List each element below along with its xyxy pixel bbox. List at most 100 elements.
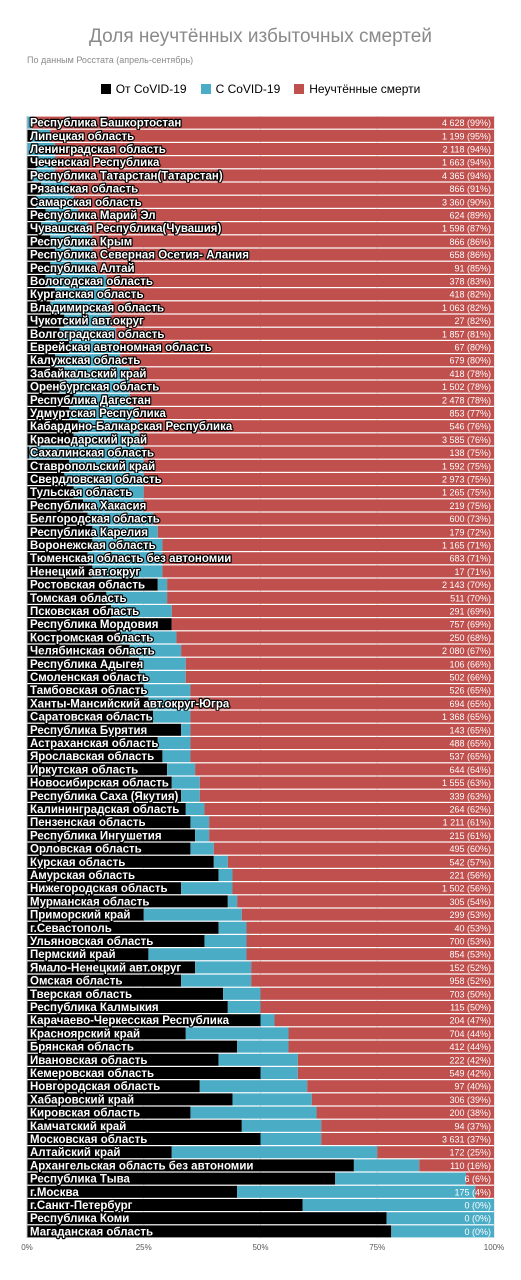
bar-with-covid [45, 209, 79, 221]
bar-with-covid [157, 578, 168, 591]
bar-from-covid [27, 341, 70, 353]
bar-with-covid [31, 129, 51, 142]
legend-item-unaccounted: Неучтённые смерти [294, 82, 420, 96]
bar-with-covid [218, 869, 233, 881]
row-label: Ивановская область [30, 1055, 147, 1067]
data-label: 4 365 (94%) [442, 171, 491, 181]
row-label: Волгоградская область [30, 329, 164, 341]
bar-unaccounted [171, 605, 494, 617]
bar-with-covid [181, 723, 191, 736]
bar-from-covid [27, 723, 182, 736]
bar-from-covid [27, 1172, 336, 1185]
bar-with-covid [29, 446, 144, 459]
bar-from-covid [27, 671, 140, 683]
chart-subtitle: По данным Росстата (апрель-сентябрь) [27, 55, 194, 65]
bar-with-covid [73, 486, 144, 499]
bar-with-covid [139, 657, 186, 670]
data-label: 4 628 (99%) [442, 118, 491, 128]
row-label: Тамбовская область [30, 685, 148, 697]
legend-label-from-covid: От CoVID-19 [115, 82, 187, 96]
bar-from-covid [27, 750, 163, 763]
bar-with-covid [50, 261, 98, 274]
bar-from-covid [27, 367, 65, 380]
bar-from-covid [27, 631, 121, 644]
bar-with-covid [190, 842, 214, 855]
data-label: 152 (52%) [449, 963, 491, 973]
data-label: 488 (65%) [449, 739, 491, 749]
row-label: Астраханская область [30, 738, 158, 750]
bar-with-covid [190, 1106, 317, 1119]
bar-from-covid [27, 1159, 354, 1172]
bar-unaccounted [162, 565, 494, 578]
legend: От CoVID-19 С CoVID-19 Неучтённые смерти [0, 82, 521, 96]
bar-with-covid [204, 935, 247, 947]
bar-with-covid [353, 1159, 420, 1172]
bar-unaccounted [111, 288, 494, 301]
data-label: 200 (38%) [449, 1108, 491, 1118]
data-label: 1 502 (78%) [442, 382, 491, 392]
bar-unaccounted [246, 935, 494, 947]
data-label: 683 (71%) [449, 554, 491, 564]
bar-from-covid [27, 393, 74, 406]
bar-unaccounted [246, 921, 494, 934]
row-label: Республика Ингушетия [30, 830, 162, 842]
data-label: 502 (66%) [449, 673, 491, 683]
bar-with-covid [69, 341, 121, 353]
bar-from-covid [27, 301, 51, 314]
bar-unaccounted [78, 209, 495, 221]
bar-unaccounted [106, 275, 494, 287]
row-label: Рязанская область [30, 184, 138, 196]
row-label: Оренбургская область [30, 382, 159, 394]
bar-from-covid [27, 1067, 261, 1079]
data-label: 1 265 (75%) [442, 488, 491, 498]
row-label: Республика Бурятия [30, 725, 147, 737]
row-label: Республика Карелия [30, 527, 148, 539]
row-label: Алтайский край [30, 1147, 120, 1159]
bar-with-covid [237, 1040, 289, 1053]
data-label: 644 (64%) [449, 765, 491, 775]
bar-unaccounted [55, 156, 495, 169]
bar-from-covid [27, 908, 144, 921]
bar-with-covid [92, 539, 163, 551]
bar-from-covid [27, 380, 60, 393]
row-label: Тульская область [30, 487, 132, 499]
row-label: Забайкальский край [30, 368, 146, 380]
bar-unaccounted [251, 974, 494, 987]
bar-unaccounted [55, 169, 495, 182]
bar-from-covid [27, 855, 214, 868]
legend-swatch-with-covid [200, 84, 211, 94]
row-label: Ненецкий авт.округ [30, 566, 140, 578]
bar-with-covid [129, 644, 182, 657]
bar-with-covid [73, 393, 130, 406]
row-label: Республика Тыва [30, 1174, 131, 1186]
bar-from-covid [27, 446, 30, 459]
bar-with-covid [111, 605, 172, 617]
bar-unaccounted [134, 407, 494, 419]
bar-with-covid [157, 737, 191, 749]
data-label: 221 (56%) [449, 871, 491, 881]
data-label: 179 (72%) [449, 527, 491, 537]
bar-unaccounted [321, 1119, 494, 1132]
bar-unaccounted [311, 1093, 494, 1106]
bar-from-covid [27, 486, 74, 499]
bar-unaccounted [321, 1133, 494, 1145]
data-label: 418 (82%) [449, 290, 491, 300]
bar-from-covid [27, 1199, 303, 1211]
bar-from-covid [27, 499, 84, 512]
row-label: Мурманская область [30, 896, 150, 908]
bar-unaccounted [288, 1040, 494, 1053]
bar-from-covid [27, 882, 182, 895]
data-label: 143 (65%) [449, 725, 491, 735]
bar-with-covid [92, 525, 158, 538]
row-label: Чеченская Республика [30, 157, 160, 169]
bar-with-covid [260, 1014, 275, 1027]
bar-with-covid [50, 235, 93, 248]
bar-with-covid [143, 908, 242, 921]
data-label: 299 (53%) [449, 910, 491, 920]
bar-unaccounted [129, 380, 495, 393]
bar-from-covid [27, 710, 154, 723]
row-label: г.Севастополь [30, 923, 112, 935]
bar-with-covid [87, 552, 163, 565]
data-label: 853 (77%) [449, 409, 491, 419]
bar-from-covid [27, 657, 140, 670]
